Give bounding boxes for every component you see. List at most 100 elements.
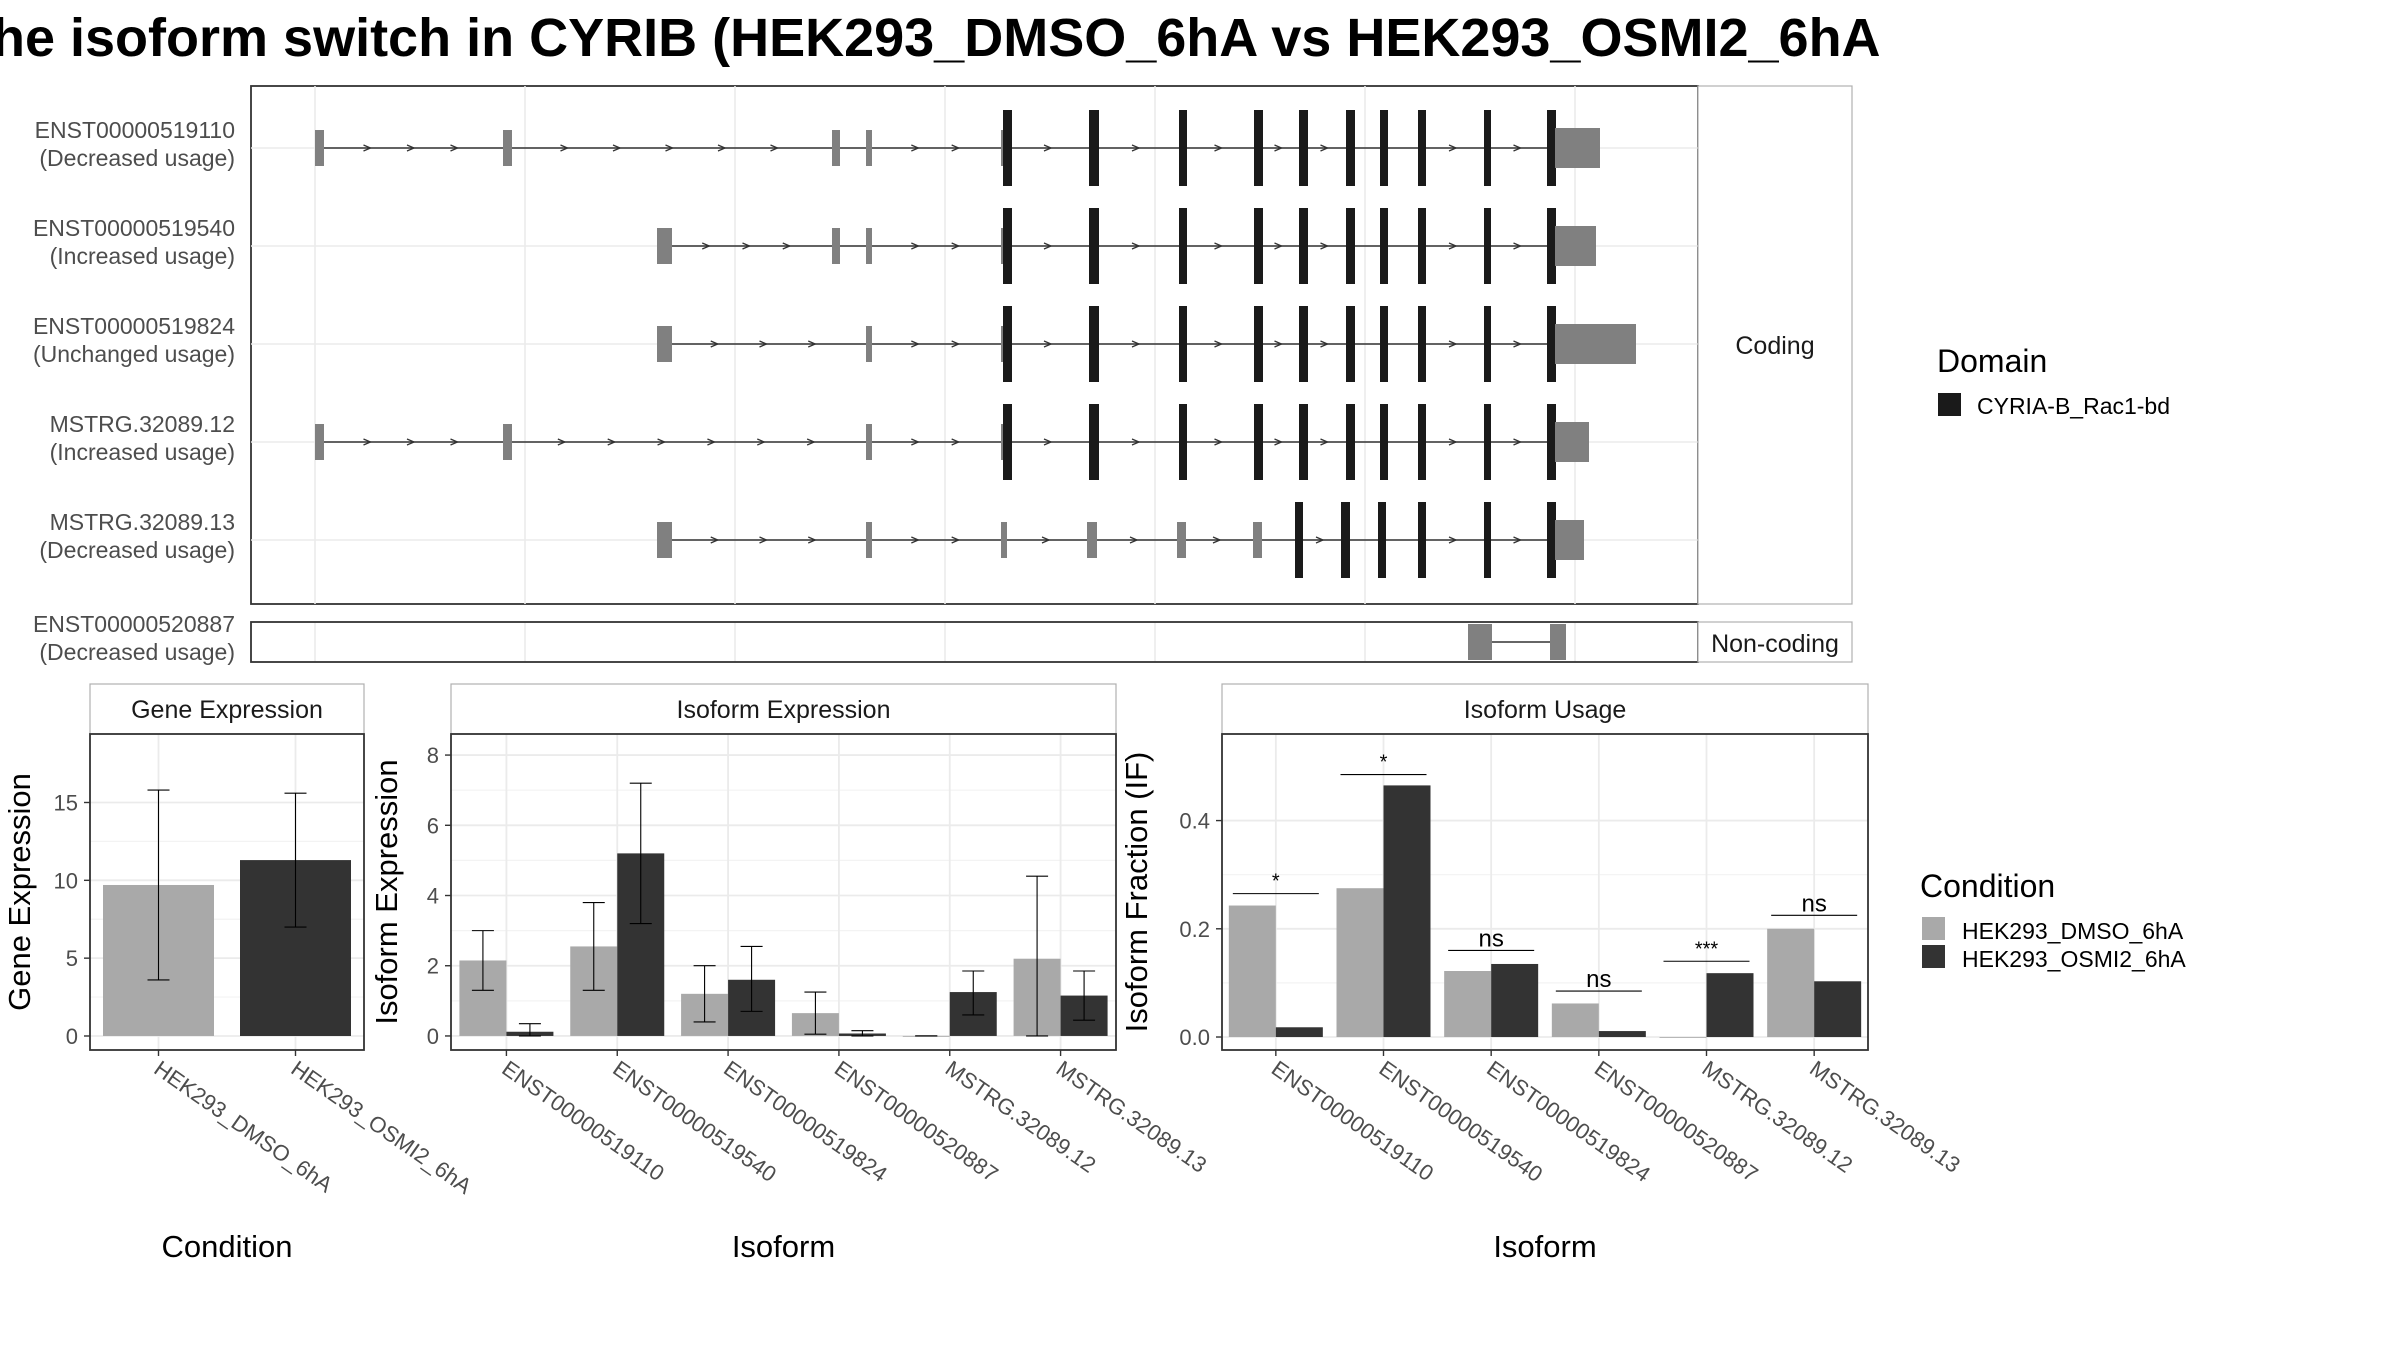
bar xyxy=(1228,905,1276,1038)
isoform-expression-chart: Isoform Expression02468ENST00000519110EN… xyxy=(369,683,1211,1264)
strand-arrow xyxy=(450,438,460,446)
noncoding-strip-label: Non-coding xyxy=(1711,630,1839,658)
utr-exon xyxy=(832,228,840,264)
domain-exon xyxy=(1547,502,1556,578)
plot-frame xyxy=(1221,733,1869,1051)
utr-exon xyxy=(832,130,840,166)
y-tick-label: 5 xyxy=(66,946,78,971)
y-tick-label: 6 xyxy=(427,813,439,838)
y-tick-label: 0.0 xyxy=(1179,1025,1210,1050)
utr-exon xyxy=(1555,128,1600,168)
strand-arrow xyxy=(1043,340,1053,348)
strand-arrow xyxy=(951,536,961,544)
significance-label: * xyxy=(1380,752,1388,774)
structure-tracks xyxy=(315,110,1636,660)
significance-label: ns xyxy=(1586,966,1611,993)
domain-exon xyxy=(1418,502,1426,578)
strand-arrow xyxy=(1043,144,1053,152)
strand-arrow xyxy=(911,438,920,446)
domain-exon xyxy=(1089,208,1099,284)
domain-exon xyxy=(1089,404,1099,480)
domain-exon xyxy=(1346,306,1355,382)
bar xyxy=(1706,973,1754,1038)
utr-exon xyxy=(315,130,324,166)
strand-arrow xyxy=(1274,438,1284,446)
strand-arrow xyxy=(911,340,920,348)
condition-swatch-osmi2 xyxy=(1922,945,1945,968)
strand-arrow xyxy=(1274,144,1284,152)
condition-swatch-dmso xyxy=(1922,917,1945,940)
strand-arrow xyxy=(1320,340,1330,348)
domain-exon xyxy=(1295,502,1303,578)
figure-title: he isoform switch in CYRIB (HEK293_DMSO_… xyxy=(0,8,1881,68)
strand-arrow xyxy=(1320,438,1330,446)
strand-arrow xyxy=(1041,536,1051,544)
condition-legend-title: Condition xyxy=(1920,868,2055,904)
bar xyxy=(1491,963,1539,1038)
strand-arrow xyxy=(1274,242,1284,250)
domain-legend-swatch xyxy=(1938,393,1961,416)
strand-arrow xyxy=(1131,438,1141,446)
coding-strip-label: Coding xyxy=(1735,332,1814,360)
strand-arrow xyxy=(1513,144,1523,152)
domain-exon xyxy=(1484,502,1491,578)
utr-exon xyxy=(657,228,672,264)
domain-exon xyxy=(1346,208,1355,284)
utr-exon xyxy=(1468,624,1492,660)
transcript-usage-label: (Increased usage) xyxy=(50,439,235,465)
strand-arrow xyxy=(911,242,920,250)
panel-title: Isoform Usage xyxy=(1464,696,1627,724)
domain-exon xyxy=(1418,306,1426,382)
strand-arrow xyxy=(363,438,373,446)
domain-exon xyxy=(1003,404,1012,480)
y-tick-label: 10 xyxy=(54,868,78,893)
strand-arrow xyxy=(1131,242,1141,250)
strand-arrow xyxy=(782,242,792,250)
strand-arrow xyxy=(607,438,617,446)
strand-arrow xyxy=(951,242,961,250)
domain-exon xyxy=(1003,110,1012,186)
strand-arrow xyxy=(1043,242,1053,250)
noncoding-strip xyxy=(1697,621,1853,663)
condition-label-osmi2: HEK293_OSMI2_6hA xyxy=(1962,946,2186,972)
domain-exon xyxy=(1484,208,1491,284)
domain-exon xyxy=(1179,306,1187,382)
strand-arrow xyxy=(1043,438,1053,446)
domain-exon xyxy=(1418,404,1426,480)
transcript-id-label: ENST00000520887 xyxy=(33,611,235,637)
utr-exon xyxy=(503,424,512,460)
transcript-usage-label: (Decreased usage) xyxy=(39,537,235,563)
utr-exon xyxy=(1555,324,1636,364)
coding-panel-frame xyxy=(250,85,1699,605)
strand-arrow xyxy=(657,438,667,446)
strand-arrow xyxy=(1320,144,1330,152)
significance-label: ns xyxy=(1478,925,1503,952)
strand-arrow xyxy=(911,144,920,152)
domain-exon xyxy=(1254,208,1263,284)
strand-arrow xyxy=(1448,144,1458,152)
strand-arrow xyxy=(911,536,920,544)
strand-arrow xyxy=(807,340,817,348)
plot-frame xyxy=(450,733,1117,1051)
utr-exon xyxy=(1555,520,1584,560)
strand-arrow xyxy=(1448,340,1458,348)
strand-arrow xyxy=(1214,340,1224,348)
utr-exon xyxy=(1087,522,1097,558)
domain-exon xyxy=(1547,306,1556,382)
domain-exon xyxy=(1380,110,1388,186)
strand-arrow xyxy=(757,438,766,446)
domain-exon xyxy=(1179,110,1187,186)
utr-exon xyxy=(1001,522,1007,558)
domain-exon xyxy=(1484,110,1491,186)
domain-exon xyxy=(1179,404,1187,480)
strand-arrow xyxy=(557,438,567,446)
utr-exon xyxy=(866,424,872,460)
domain-exon xyxy=(1341,502,1350,578)
transcript-usage-label: (Unchanged usage) xyxy=(33,341,235,367)
utr-exon xyxy=(657,522,672,558)
significance-label: ns xyxy=(1801,890,1826,917)
structure-panel: Coding Non-coding ENST00000519110(Decrea… xyxy=(33,85,1853,665)
bar xyxy=(1814,981,1862,1038)
panel-title-strip xyxy=(1221,683,1869,735)
strand-arrow xyxy=(1448,438,1458,446)
